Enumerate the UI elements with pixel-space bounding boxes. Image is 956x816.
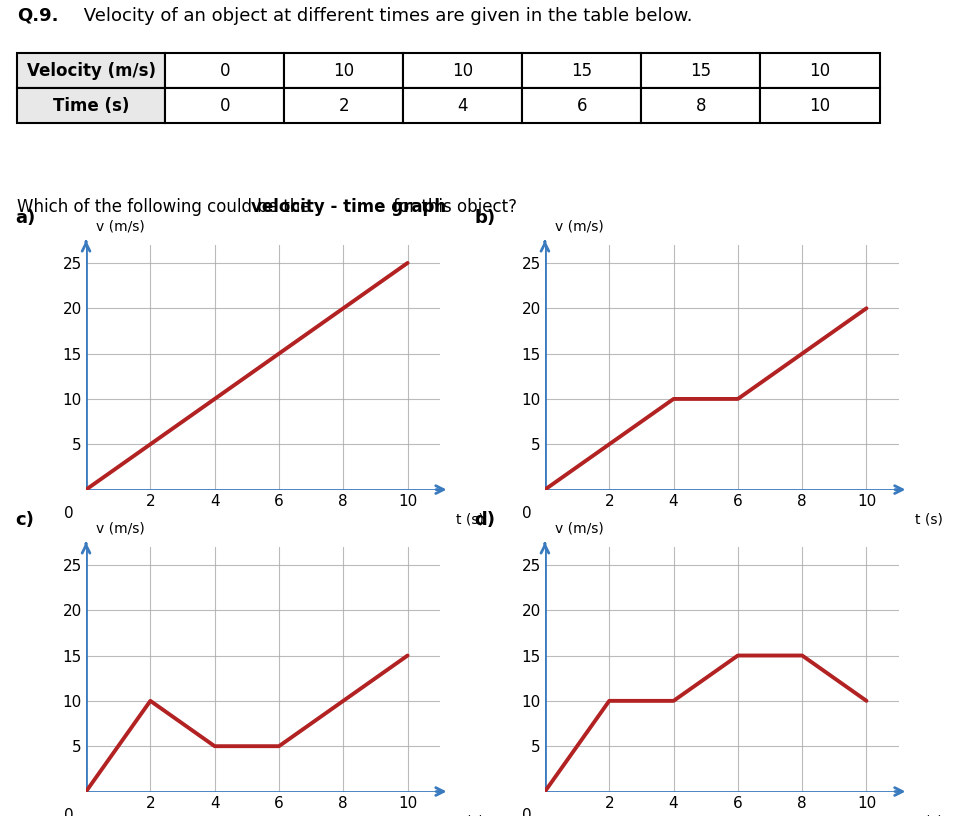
Bar: [17, 53, 165, 88]
Text: t (s): t (s): [915, 512, 943, 526]
Bar: [641, 53, 761, 88]
Text: 0: 0: [220, 61, 230, 79]
Text: v (m/s): v (m/s): [554, 522, 603, 536]
Text: velocity - time graph: velocity - time graph: [251, 198, 446, 216]
Text: t (s): t (s): [456, 512, 484, 526]
Bar: [284, 53, 403, 88]
Text: v (m/s): v (m/s): [96, 522, 144, 536]
Text: 0: 0: [63, 506, 74, 521]
Text: c): c): [15, 511, 34, 529]
Text: 2: 2: [338, 97, 349, 115]
Text: 10: 10: [452, 61, 473, 79]
Text: 6: 6: [576, 97, 587, 115]
Text: d): d): [474, 511, 495, 529]
Text: 0: 0: [522, 506, 532, 521]
Text: 8: 8: [696, 97, 706, 115]
Bar: [761, 88, 880, 123]
Bar: [641, 88, 761, 123]
Text: t (s): t (s): [915, 814, 943, 816]
Bar: [522, 88, 641, 123]
Text: 15: 15: [572, 61, 593, 79]
Bar: [17, 88, 165, 123]
Text: 10: 10: [334, 61, 355, 79]
Text: 4: 4: [458, 97, 468, 115]
Bar: [165, 88, 284, 123]
Bar: [522, 53, 641, 88]
Text: Velocity (m/s): Velocity (m/s): [27, 61, 156, 79]
Text: 0: 0: [522, 808, 532, 816]
Text: for this object?: for this object?: [388, 198, 517, 216]
Text: Time (s): Time (s): [54, 97, 129, 115]
Bar: [165, 53, 284, 88]
Text: a): a): [15, 209, 35, 227]
Bar: [403, 88, 522, 123]
Bar: [761, 53, 880, 88]
Text: t (s): t (s): [456, 814, 484, 816]
Text: 0: 0: [220, 97, 230, 115]
Bar: [403, 53, 522, 88]
Text: v (m/s): v (m/s): [554, 220, 603, 234]
Text: Velocity of an object at different times are given in the table below.: Velocity of an object at different times…: [78, 7, 693, 24]
Text: v (m/s): v (m/s): [96, 220, 144, 234]
Text: 10: 10: [810, 61, 831, 79]
Text: b): b): [474, 209, 495, 227]
Text: 15: 15: [690, 61, 711, 79]
Bar: [284, 88, 403, 123]
Text: Q.9.: Q.9.: [17, 7, 58, 24]
Text: Which of the following could be the: Which of the following could be the: [17, 198, 315, 216]
Text: 10: 10: [810, 97, 831, 115]
Text: 0: 0: [63, 808, 74, 816]
